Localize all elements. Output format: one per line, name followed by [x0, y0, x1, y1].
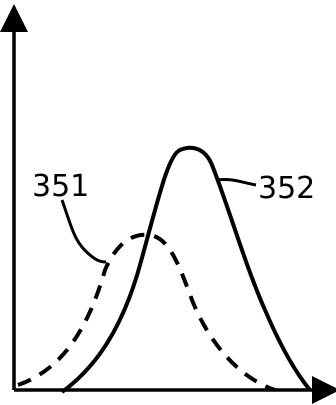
curve-352 — [60, 145, 312, 394]
leader-line-352 — [216, 178, 257, 187]
label-352: 352 — [258, 171, 315, 206]
leader-line-351 — [60, 199, 107, 264]
label-351: 351 — [32, 169, 89, 204]
curve-351 — [17, 232, 276, 392]
